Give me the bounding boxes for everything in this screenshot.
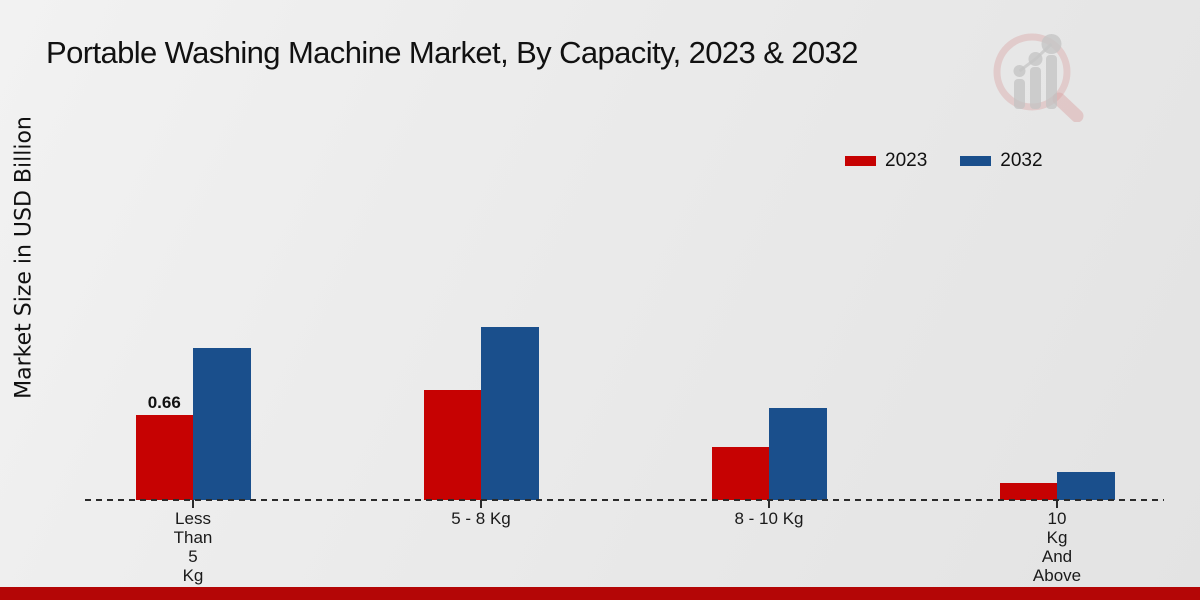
bar-2032-less-than-5-kg [193, 348, 251, 500]
chart-title: Portable Washing Machine Market, By Capa… [46, 35, 858, 70]
logo-dot-icon [1041, 34, 1062, 54]
bar-2032-8-10-kg [769, 408, 827, 500]
x-tick-label-8-10-kg: 8 - 10 Kg [734, 509, 804, 528]
x-tick-label-less-than-5-kg: Less Than 5 Kg [173, 509, 213, 585]
x-tick-label-5-8-kg: 5 - 8 Kg [451, 509, 511, 528]
logo-bar-icon [1014, 79, 1025, 109]
bar-2023-10-kg-and-above [999, 483, 1057, 500]
legend-item-2023: 2023 [845, 150, 927, 172]
x-axis-baseline [85, 499, 1164, 501]
logo-dot-icon [1028, 52, 1043, 66]
logo-bar-icon [1046, 55, 1057, 109]
bar-2023-5-8-kg [423, 390, 481, 500]
legend-item-2032: 2032 [960, 150, 1043, 172]
x-tick-less-than-5-kg [192, 500, 194, 508]
bar-value-label-2023-less-than-5-kg: 0.66 [147, 393, 181, 412]
bar-2023-less-than-5-kg [135, 415, 193, 500]
bar-2023-8-10-kg [711, 447, 769, 500]
bar-2032-10-kg-and-above [1057, 472, 1115, 500]
logo-dot-icon [1013, 65, 1026, 77]
x-tick-10-kg-and-above [1056, 500, 1058, 508]
legend-label-2032: 2032 [1000, 150, 1043, 171]
x-tick-label-10-kg-and-above: 10 Kg And Above [1032, 509, 1082, 585]
magnifier-bar-chart-logo-watermark [993, 33, 1084, 122]
magnifier-handle-icon [1052, 92, 1084, 122]
x-tick-8-10-kg [768, 500, 770, 508]
legend-label-2023: 2023 [885, 150, 928, 171]
footer-bar [0, 587, 1200, 600]
legend: 2023 2032 [845, 150, 1043, 172]
legend-swatch-2032 [960, 156, 992, 166]
logo-bar-icon [1030, 67, 1041, 109]
x-tick-5-8-kg [480, 500, 482, 508]
legend-swatch-2023 [845, 156, 876, 166]
bar-2032-5-8-kg [481, 327, 539, 500]
